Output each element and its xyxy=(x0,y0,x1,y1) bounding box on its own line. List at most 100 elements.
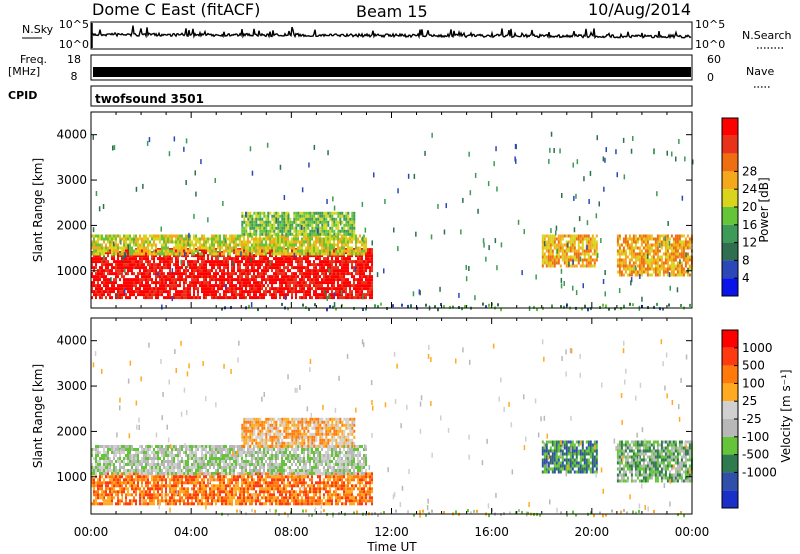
echo-cell xyxy=(263,478,265,482)
echo-cell xyxy=(688,240,691,244)
echo-cell xyxy=(207,478,209,482)
echo-cell xyxy=(624,249,627,253)
echo-cell xyxy=(301,240,303,244)
echo-cell xyxy=(159,287,161,291)
echo-cell xyxy=(307,234,309,238)
echo-cell xyxy=(305,214,308,218)
echo-cell xyxy=(644,261,647,265)
echo-cell xyxy=(117,263,119,267)
echo-cell xyxy=(115,502,117,506)
echo-cell xyxy=(249,487,251,491)
echo-cell xyxy=(616,258,619,262)
echo-cell xyxy=(109,481,111,485)
echo-cell xyxy=(229,254,231,258)
echo-cell xyxy=(229,272,231,276)
echo-cell xyxy=(125,272,127,276)
echo-cell xyxy=(215,478,217,482)
echo-cell xyxy=(634,265,637,271)
echo-cell xyxy=(183,278,185,282)
echo-cell xyxy=(686,246,689,250)
echo-cell xyxy=(103,284,105,288)
echo-cell xyxy=(623,304,625,308)
echo-cell xyxy=(153,263,155,267)
echo-cell xyxy=(147,252,149,256)
echo-cell xyxy=(331,237,333,241)
echo-cell xyxy=(319,211,322,215)
echo-cell xyxy=(195,484,197,488)
echo-cell xyxy=(339,240,341,244)
echo-cell xyxy=(131,249,133,253)
echo-cell xyxy=(115,490,117,494)
echo-cell xyxy=(359,290,361,294)
echo-cell xyxy=(253,284,255,288)
echo-cell xyxy=(345,293,347,297)
echo-cell xyxy=(235,254,237,258)
echo-cell xyxy=(217,237,219,241)
echo-cell xyxy=(215,272,217,276)
echo-cell xyxy=(571,249,574,253)
echo-cell xyxy=(251,284,253,288)
echo-cell xyxy=(567,246,570,250)
echo-cell xyxy=(257,226,260,230)
echo-cell xyxy=(547,234,550,238)
echo-cell xyxy=(125,487,127,491)
echo-cell xyxy=(283,234,285,238)
echo-cell xyxy=(117,234,119,238)
echo-cell xyxy=(618,246,621,250)
echo-cell xyxy=(335,237,337,241)
echo-cell xyxy=(255,281,257,285)
echo-cell xyxy=(297,229,300,233)
echo-cell xyxy=(201,496,203,500)
echo-cell xyxy=(129,296,131,300)
echo-cell xyxy=(171,240,173,244)
echo-cell xyxy=(654,243,657,247)
echo-cell xyxy=(157,478,159,482)
echo-cell xyxy=(235,502,237,506)
echo-cell xyxy=(133,272,135,276)
echo-cell xyxy=(223,290,225,294)
echo-cell xyxy=(674,249,677,253)
echo-cell xyxy=(249,496,251,500)
echo-cell xyxy=(151,237,153,241)
echo-cell xyxy=(634,273,637,277)
echo-cell xyxy=(279,257,281,261)
echo-cell xyxy=(347,243,349,247)
echo-cell xyxy=(235,475,237,479)
echo-cell xyxy=(650,261,653,265)
echo-cell xyxy=(353,284,355,288)
echo-cell xyxy=(668,258,671,262)
echo-cell xyxy=(203,234,205,238)
echo-cell xyxy=(161,490,163,494)
echo-cell xyxy=(265,269,267,273)
echo-cell xyxy=(129,278,131,282)
echo-cell xyxy=(251,496,253,500)
echo-cell xyxy=(331,260,333,264)
echo-cell xyxy=(295,226,298,230)
echo-cell xyxy=(329,266,331,270)
echo-cell xyxy=(261,496,263,500)
echo-cell xyxy=(161,293,163,297)
echo-cell xyxy=(185,249,187,253)
echo-cell xyxy=(293,226,296,230)
echo-cell xyxy=(217,287,219,291)
echo-cell xyxy=(345,243,347,247)
echo-cell xyxy=(187,293,189,297)
echo-cell xyxy=(303,229,306,233)
echo-cell xyxy=(357,278,359,282)
echo-cell xyxy=(301,263,303,267)
echo-cell xyxy=(371,269,373,273)
echo-cell xyxy=(541,234,544,238)
echo-cell xyxy=(245,269,247,273)
echo-cell xyxy=(572,285,574,291)
echo-cell xyxy=(241,254,243,258)
echo-cell xyxy=(97,237,99,241)
echo-cell xyxy=(263,249,265,253)
echo-cell xyxy=(211,275,213,279)
echo-cell xyxy=(124,268,126,274)
echo-cell xyxy=(221,272,223,276)
echo-cell xyxy=(628,249,631,253)
echo-cell xyxy=(424,150,426,156)
echo-cell xyxy=(632,252,635,256)
echo-cell xyxy=(151,263,153,267)
echo-cell xyxy=(155,287,157,291)
